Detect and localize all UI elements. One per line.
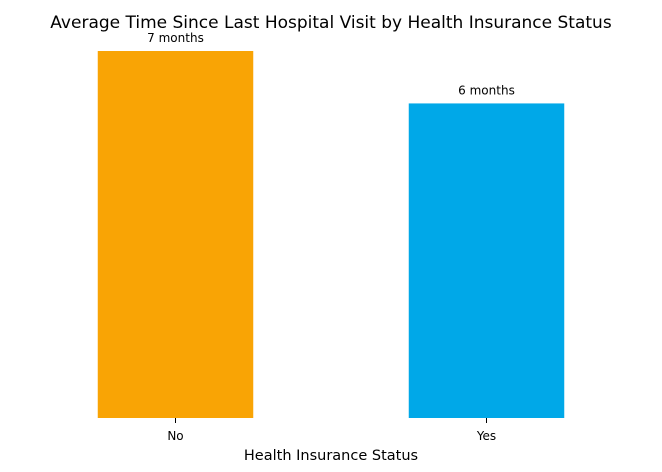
data-labels-layer: 7 months 6 months bbox=[147, 31, 515, 97]
chart-title: Average Time Since Last Hospital Visit b… bbox=[50, 13, 612, 33]
data-label-yes: 6 months bbox=[458, 83, 515, 97]
x-tick-label-no: No bbox=[167, 429, 183, 443]
x-tick-label-yes: Yes bbox=[476, 429, 496, 443]
data-label-no: 7 months bbox=[147, 31, 204, 45]
bars-layer bbox=[97, 51, 565, 418]
bar-no bbox=[97, 51, 254, 418]
x-axis-ticks: No Yes bbox=[167, 418, 496, 443]
bar-yes bbox=[408, 103, 565, 418]
x-axis-label: Health Insurance Status bbox=[244, 448, 418, 464]
